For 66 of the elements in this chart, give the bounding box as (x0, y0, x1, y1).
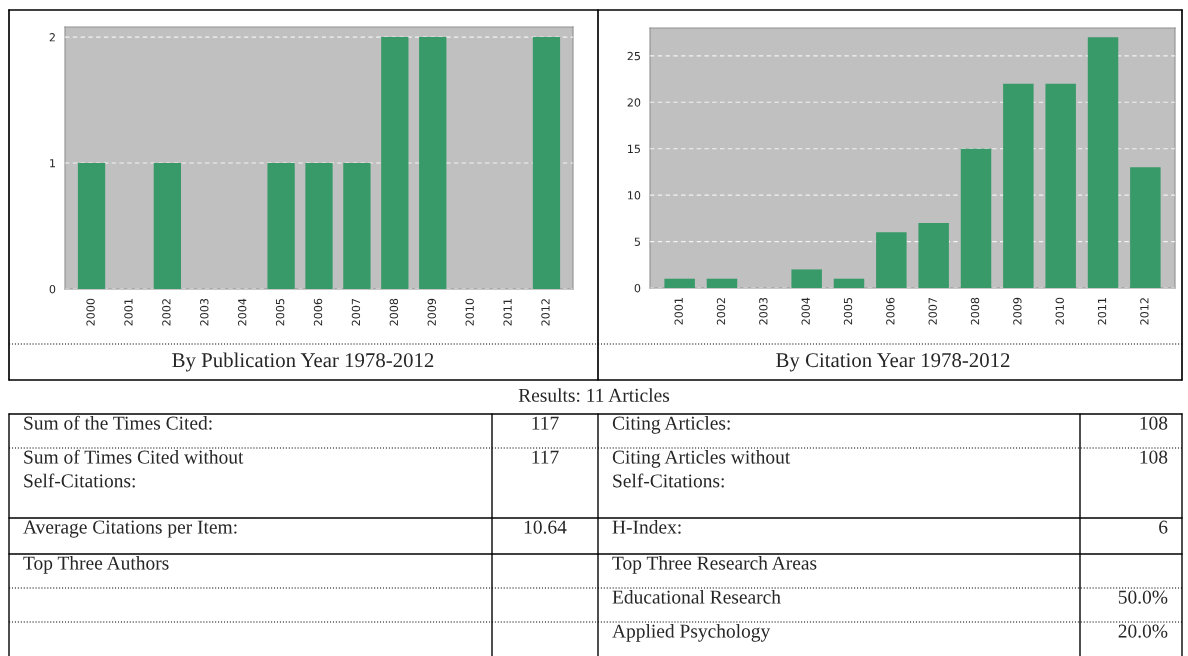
text: 6 (1159, 520, 1168, 534)
x-tick-label: 2011 (503, 299, 512, 326)
x-tick-label: 2008 (970, 297, 980, 325)
text: H-Index: (612, 520, 681, 534)
text: 108 (1140, 416, 1168, 430)
x-axis-title: By Publication Year 1978-2012 (172, 352, 434, 372)
text: Citing Articles: (612, 416, 730, 434)
x-tick-label: 2005 (275, 299, 285, 326)
y-tick-label: 20 (627, 98, 641, 107)
x-tick-label: 2012 (541, 299, 550, 326)
bar (1003, 83, 1034, 288)
bar (706, 278, 738, 288)
x-tick-label: 2006 (313, 298, 323, 326)
bar (664, 278, 695, 288)
x-tick-label: 2011 (1097, 298, 1107, 325)
text: 117 (532, 450, 559, 464)
text: Educational Research (612, 590, 781, 604)
y-tick-label: 15 (628, 144, 640, 154)
x-tick-label: 2004 (801, 297, 810, 325)
x-tick-label: 2003 (759, 297, 768, 325)
text: Sum of the Times Cited: (24, 415, 212, 430)
y-tick-label: 1 (50, 159, 55, 168)
bar (833, 278, 865, 288)
bar (960, 148, 992, 288)
y-tick-label: 10 (628, 191, 641, 200)
x-tick-label: 2007 (351, 298, 361, 326)
text: Citing Articles without Self-Citations: (612, 450, 791, 488)
x-tick-label: 2009 (427, 298, 436, 326)
bar (791, 269, 822, 288)
y-tick-label: 5 (634, 237, 640, 246)
text: Top Three Research Areas (612, 556, 817, 574)
text: 117 (532, 416, 559, 430)
text: Sum of Times Cited without Self-Citations: (24, 449, 244, 488)
text: Average Citations per Item: (23, 520, 237, 538)
y-tick-label: 25 (627, 51, 640, 61)
x-axis-title: By Citation Year 1978-2012 (776, 353, 1010, 372)
text: 50.0% (1118, 590, 1168, 604)
x-tick-label: 2009 (1013, 297, 1022, 325)
text: 10.64 (524, 520, 567, 534)
x-tick-label: 2002 (716, 298, 726, 325)
text: Top Three Authors (23, 556, 169, 574)
text: 108 (1140, 450, 1168, 464)
x-tick-label: 2003 (200, 298, 209, 326)
bar (876, 232, 907, 288)
y-tick-label: 2 (49, 33, 55, 42)
x-tick-label: 2005 (843, 298, 853, 325)
bar (1045, 83, 1076, 288)
bar (1130, 167, 1161, 288)
x-tick-label: 2006 (886, 297, 895, 325)
x-tick-label: 2001 (674, 298, 683, 325)
bar (1087, 37, 1119, 288)
x-tick-label: 2012 (1140, 298, 1149, 325)
x-tick-label: 2001 (124, 299, 133, 326)
text: 20.0% (1118, 624, 1168, 638)
y-tick-label: 0 (49, 284, 56, 294)
x-tick-label: 2010 (1055, 297, 1064, 325)
x-tick-label: 2000 (86, 298, 95, 326)
x-tick-label: 2004 (238, 298, 247, 326)
x-tick-label: 2002 (162, 299, 171, 326)
x-tick-label: 2007 (928, 297, 937, 325)
y-tick-label: 0 (634, 283, 641, 293)
text: Applied Psychology (612, 624, 771, 642)
x-tick-label: 2008 (389, 298, 399, 326)
text: Results: 11 Articles (518, 388, 670, 402)
bar (918, 223, 949, 288)
x-tick-label: 2010 (465, 298, 474, 326)
